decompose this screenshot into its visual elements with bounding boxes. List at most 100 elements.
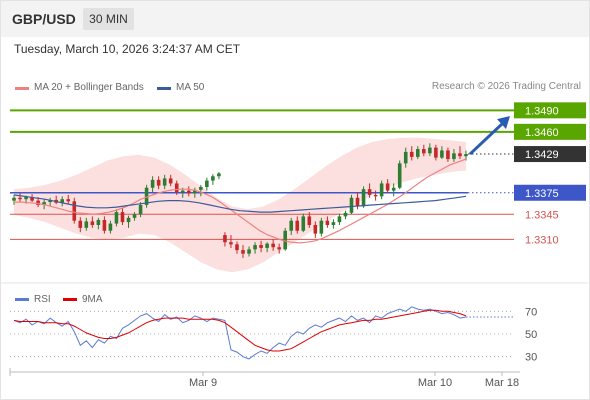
target-label-bg: [514, 102, 586, 119]
ma20-legend-label: MA 20 + Bollinger Bands: [34, 82, 144, 93]
x-tick-label: Mar 9: [189, 377, 217, 389]
x-tick-label: Mar 10: [418, 377, 452, 389]
candle-body: [422, 149, 426, 154]
copyright-text: Research © 2026 Trading Central: [431, 81, 581, 92]
candle-body: [66, 199, 71, 202]
candle-body: [211, 176, 215, 181]
candle-body: [307, 216, 312, 225]
timeframe-badge[interactable]: 30 MIN: [83, 8, 134, 30]
rsi-legend-swatch: [15, 298, 29, 301]
candle-body: [247, 249, 251, 254]
ma50-line: [13, 194, 467, 213]
resistance-label: 1.3310: [525, 234, 559, 246]
candle-body: [180, 190, 185, 193]
candle-body: [144, 187, 149, 205]
candle-body: [168, 178, 173, 184]
candle-body: [102, 219, 107, 231]
candle-body: [385, 183, 390, 191]
candle-body: [18, 197, 22, 200]
rsi-ma-line: [13, 309, 467, 352]
candle-body: [150, 179, 155, 188]
ma20-legend-swatch: [15, 87, 29, 90]
candle-body: [367, 189, 372, 195]
candle-body: [409, 151, 414, 157]
candle-body: [223, 235, 227, 243]
target-label: 1.3490: [525, 105, 559, 117]
candle-body: [434, 147, 438, 158]
ma20-line: [14, 158, 467, 244]
candle-body: [72, 201, 77, 221]
candle-body: [271, 243, 275, 248]
candle-body: [24, 197, 28, 200]
rsi-ma-legend-label: 9MA: [82, 294, 103, 305]
candle-body: [391, 187, 396, 191]
rsi-tick-label: 70: [525, 306, 537, 318]
candle-body: [60, 199, 65, 203]
symbol-title: GBP/USD: [12, 11, 76, 27]
candle-body: [403, 151, 408, 164]
candle-body: [156, 179, 161, 186]
candle-body: [84, 221, 89, 228]
candle-body: [428, 147, 432, 154]
timestamp: Tuesday, March 10, 2026 3:24:37 AM CET: [14, 42, 241, 56]
forecast-arrow-shaft: [468, 120, 506, 156]
candle-body: [126, 217, 131, 223]
candle-body: [446, 150, 450, 160]
candle-body: [301, 216, 306, 231]
last-price-label-bg: [514, 146, 586, 163]
candle-body: [259, 245, 263, 248]
candle-body: [42, 202, 46, 205]
candle-body: [331, 222, 336, 225]
candle-body: [458, 153, 462, 157]
target-label: 1.3460: [525, 127, 559, 139]
target-label-bg: [514, 123, 586, 140]
header-bar: GBP/USD 30 MIN: [1, 1, 589, 37]
candle-body: [36, 200, 40, 205]
ma50-legend-swatch: [157, 87, 171, 90]
rsi-ma-legend-swatch: [63, 298, 77, 301]
candle-body: [319, 220, 324, 234]
candle-body: [283, 230, 287, 250]
candle-body: [132, 214, 137, 218]
candle-body: [96, 219, 101, 225]
candle-body: [397, 163, 402, 188]
candle-body: [235, 244, 239, 251]
candle-body: [217, 173, 221, 177]
candle-body: [186, 190, 191, 194]
candle-body: [174, 183, 179, 193]
candle-body: [361, 189, 366, 207]
last-price-label: 1.3429: [525, 149, 559, 161]
candle-body: [277, 247, 281, 250]
candle-body: [114, 212, 119, 224]
candle-body: [162, 178, 167, 186]
candle-body: [373, 194, 378, 197]
rsi-line: [13, 306, 467, 360]
bollinger-band-area: [14, 137, 466, 273]
candle-body: [464, 154, 468, 157]
rsi-tick-label: 50: [525, 329, 537, 341]
rsi-tick-label: 30: [525, 352, 537, 364]
candle-body: [193, 189, 197, 194]
candle-body: [138, 204, 143, 215]
candle-body: [48, 199, 52, 203]
candle-body: [379, 183, 384, 197]
candle-body: [415, 149, 420, 157]
pivot-label: 1.3375: [525, 188, 559, 200]
candle-body: [343, 212, 348, 217]
candle-body: [108, 223, 113, 231]
candle-body: [199, 187, 203, 190]
candle-body: [241, 250, 245, 254]
resistance-label: 1.3345: [525, 209, 559, 221]
candle-body: [440, 150, 444, 158]
candle-body: [120, 212, 125, 223]
candle-body: [337, 216, 342, 223]
forecast-arrow-head: [497, 116, 510, 130]
candle-body: [349, 197, 354, 213]
candle-body: [78, 220, 83, 228]
candle-body: [30, 197, 34, 201]
candle-body: [229, 242, 233, 245]
candle-body: [289, 220, 294, 231]
candle-body: [452, 153, 456, 160]
ma50-legend-label: MA 50: [176, 82, 205, 93]
